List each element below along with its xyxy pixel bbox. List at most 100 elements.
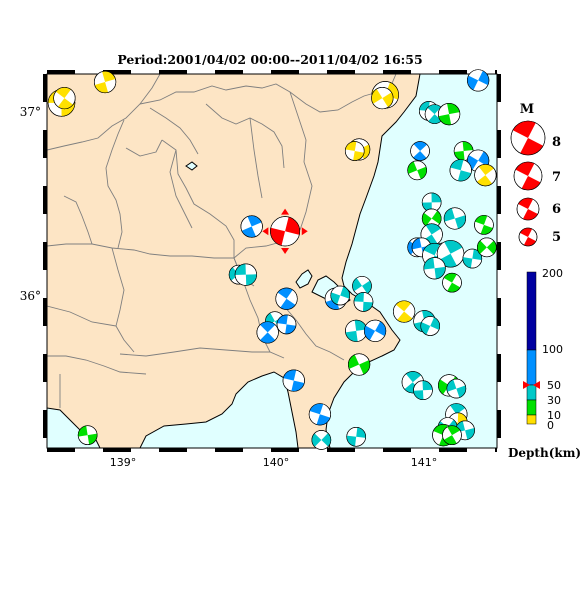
depth-tick-50: 50 — [547, 379, 561, 392]
magnitude-ball-5 — [518, 227, 538, 247]
map-title: Period:2001/04/02 00:00--2011/04/02 16:5… — [117, 52, 422, 67]
frame-tick — [43, 74, 47, 102]
frame-tick — [439, 448, 467, 452]
lon-label-140: 140° — [263, 456, 290, 469]
event-mechanism — [413, 380, 433, 401]
depth-tick-200: 200 — [542, 267, 563, 280]
main-event-marker — [301, 227, 308, 236]
frame-tick — [497, 354, 501, 382]
depth-tick-10: 10 — [547, 409, 561, 422]
depth-legend-title: Depth(km) — [508, 446, 581, 460]
frame-tick — [43, 130, 47, 158]
event-mechanism — [467, 69, 490, 92]
magnitude-legend-balls — [510, 120, 546, 247]
lake-kitaura — [295, 269, 313, 289]
event-mechanism — [371, 86, 394, 110]
tokyo-bay — [139, 371, 299, 448]
event-mechanism — [421, 208, 442, 229]
event-mechanism — [442, 425, 462, 445]
event-mechanism — [477, 237, 497, 258]
event-mechanism — [276, 314, 297, 335]
frame-ticks — [43, 70, 501, 452]
frame-tick — [103, 70, 131, 74]
magnitude-ball-8 — [510, 120, 546, 156]
lake-chuzenji — [185, 161, 198, 171]
lon-label-141: 141° — [411, 456, 438, 469]
magnitude-label-7: 7 — [552, 170, 561, 185]
magnitude-label-6: 6 — [552, 202, 561, 217]
event-mechanism — [423, 257, 446, 280]
depth-bar-shallow — [526, 414, 537, 425]
event-mechanism — [330, 285, 351, 306]
event-mechanism — [420, 316, 441, 336]
depth-tick-0: 0 — [547, 419, 554, 432]
frame-tick — [497, 74, 501, 102]
event-mechanism — [437, 103, 461, 126]
frame-tick — [43, 410, 47, 438]
main-event-marker — [281, 248, 290, 255]
frame-tick — [497, 410, 501, 438]
event-mechanism — [256, 321, 279, 344]
event-mechanism — [347, 353, 371, 376]
event-mechanism — [93, 70, 117, 94]
event-mechanism — [442, 272, 462, 293]
magnitude-label-8: 8 — [552, 135, 561, 150]
magnitude-ball-7 — [513, 161, 543, 191]
event-mechanism — [449, 159, 472, 182]
main-event-mechanism — [262, 208, 308, 255]
depth-legend: 200 100 50 30 10 0 Depth(km) — [508, 267, 581, 460]
frame-tick — [497, 242, 501, 270]
event-mechanism — [446, 378, 467, 399]
event-mechanism — [77, 425, 98, 445]
frame-tick — [43, 242, 47, 270]
event-mechanism — [392, 300, 416, 323]
event-mechanism — [344, 141, 365, 161]
frame-tick — [439, 70, 467, 74]
frame-tick — [43, 298, 47, 326]
event-mechanism — [346, 426, 366, 447]
lat-label-36: 36° — [20, 289, 41, 303]
event-mechanism — [311, 430, 332, 450]
events-layer — [47, 69, 497, 450]
frame-tick — [159, 448, 187, 452]
frame-tick — [327, 448, 355, 452]
depth-tick-100: 100 — [542, 343, 563, 356]
event-mechanism — [363, 319, 387, 342]
event-mechanism — [282, 369, 305, 392]
frame-tick — [271, 448, 299, 452]
event-mechanism — [410, 141, 430, 161]
magnitude-legend: M 8 7 6 5 — [510, 102, 561, 247]
event-mechanism — [308, 403, 332, 426]
frame-tick — [159, 70, 187, 74]
frame-tick — [497, 130, 501, 158]
depth-bar-deep — [526, 271, 537, 351]
frame-tick — [383, 70, 411, 74]
depth-marker-right — [533, 381, 540, 389]
event-mechanism — [345, 319, 368, 342]
map-area — [47, 74, 497, 448]
frame-tick — [497, 186, 501, 214]
event-mechanism — [462, 248, 483, 269]
frame-tick — [327, 70, 355, 74]
magnitude-legend-title: M — [520, 102, 534, 117]
event-mechanism — [240, 215, 263, 238]
frame-tick — [215, 70, 243, 74]
frame-tick — [47, 70, 75, 74]
lon-label-139: 139° — [110, 456, 137, 469]
main-event-marker — [262, 227, 269, 236]
event-mechanism — [275, 287, 298, 310]
event-mechanism — [421, 192, 442, 213]
frame-tick — [103, 448, 131, 452]
event-mechanism — [407, 160, 427, 181]
event-mechanism — [474, 215, 494, 235]
depth-bar-blue — [526, 349, 537, 386]
depth-marker-left — [523, 381, 530, 389]
event-mechanism — [474, 164, 497, 187]
frame-tick — [215, 448, 243, 452]
depth-bar-cyan — [526, 384, 537, 401]
frame-tick — [497, 298, 501, 326]
frame-tick — [271, 70, 299, 74]
frame-tick — [383, 448, 411, 452]
depth-tick-30: 30 — [547, 394, 561, 407]
